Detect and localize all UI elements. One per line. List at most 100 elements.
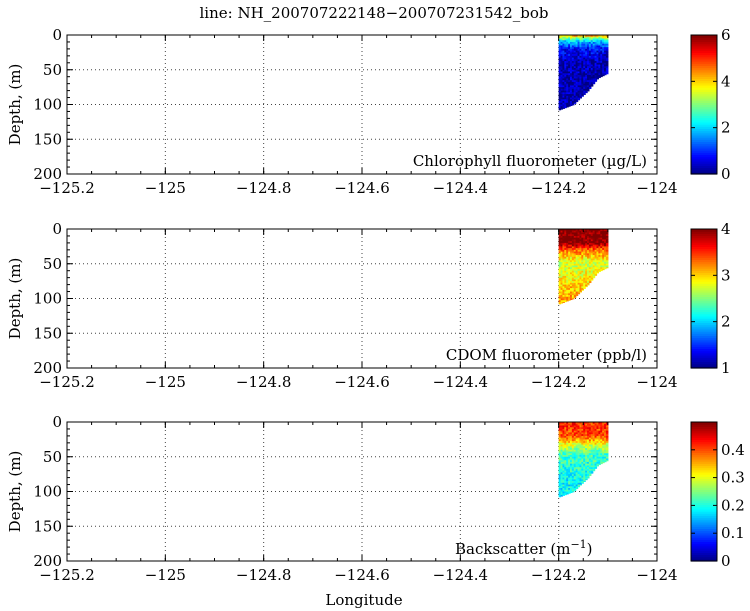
heatmap-cell <box>579 244 582 247</box>
heatmap-cell <box>604 68 607 71</box>
heatmap-cell <box>579 83 582 86</box>
heatmap-cell <box>558 456 562 460</box>
heatmap-cell <box>587 265 590 268</box>
colorbar-step <box>691 354 717 358</box>
colorbar-step <box>691 117 717 121</box>
heatmap-cell <box>564 263 567 267</box>
heatmap-cell <box>575 78 579 81</box>
heatmap-cell <box>566 73 569 76</box>
heatmap-cell <box>566 260 569 263</box>
heatmap-cell <box>568 484 571 487</box>
heatmap-cell <box>581 52 584 55</box>
heatmap-cell <box>575 461 579 465</box>
heatmap-cell <box>575 453 579 456</box>
heatmap-cell <box>581 76 584 80</box>
heatmap-cell <box>587 59 590 62</box>
heatmap-cell <box>579 95 582 99</box>
heatmap-cell <box>588 43 592 47</box>
heatmap-cell <box>583 69 586 73</box>
heatmap-cell <box>587 234 590 237</box>
heatmap-cell <box>598 61 601 64</box>
heatmap-cell <box>587 45 590 48</box>
heatmap-cell <box>594 235 598 239</box>
heatmap-cell <box>585 78 588 81</box>
heatmap-cell <box>571 267 575 270</box>
heatmap-cell <box>587 235 590 239</box>
heatmap-cell <box>588 260 592 263</box>
heatmap-cell <box>590 35 594 38</box>
heatmap-cell <box>587 85 590 88</box>
heatmap-cell <box>570 239 573 242</box>
heatmap-cell <box>583 237 586 241</box>
heatmap-cell <box>575 80 579 83</box>
heatmap-cell <box>600 35 603 38</box>
heatmap-cell <box>583 90 586 93</box>
heatmap-cell <box>581 468 584 472</box>
heatmap-cell <box>564 244 567 247</box>
heatmap-cell <box>594 244 598 247</box>
heatmap-cell <box>560 229 564 232</box>
heatmap-cell <box>579 237 582 241</box>
heatmap-cell <box>583 479 586 482</box>
heatmap-cell <box>579 71 582 74</box>
heatmap-cell <box>581 38 584 41</box>
heatmap-cell <box>562 249 565 253</box>
heatmap-cell <box>604 246 607 249</box>
heatmap-cell <box>570 291 573 294</box>
heatmap-cell <box>571 47 575 50</box>
heatmap-cell <box>562 61 565 64</box>
heatmap-cell <box>560 475 564 479</box>
heatmap-cell <box>588 451 592 454</box>
heatmap-cell <box>566 249 569 253</box>
heatmap-cell <box>570 460 573 463</box>
heatmap-cell <box>583 461 586 465</box>
heatmap-cell <box>596 448 599 451</box>
heatmap-cell <box>560 85 564 88</box>
heatmap-cell <box>566 66 569 69</box>
colorbar-step <box>691 274 717 278</box>
heatmap-cell <box>596 460 599 463</box>
heatmap-cell <box>592 244 596 247</box>
heatmap-cell <box>602 458 605 461</box>
heatmap-cell <box>564 101 567 104</box>
heatmap-cell <box>560 281 564 284</box>
heatmap-cell <box>590 268 594 272</box>
heatmap-cell <box>558 458 562 461</box>
heatmap-cell <box>558 48 562 52</box>
heatmap-cell <box>579 289 582 293</box>
heatmap-cell <box>570 463 573 467</box>
heatmap-cell <box>581 66 584 69</box>
heatmap-cell <box>596 43 599 47</box>
heatmap-cell <box>570 475 573 479</box>
heatmap-cell <box>604 435 607 439</box>
heatmap-cell <box>602 43 605 47</box>
heatmap-cell <box>558 460 562 463</box>
heatmap-cell <box>587 441 590 444</box>
heatmap-cell <box>598 268 601 272</box>
heatmap-cell <box>564 474 567 477</box>
heatmap-cell <box>570 36 573 40</box>
heatmap-cell <box>568 470 571 473</box>
heatmap-cell <box>568 90 571 93</box>
heatmap-cell <box>562 281 565 284</box>
heatmap-cell <box>562 482 565 486</box>
heatmap-cell <box>600 460 603 463</box>
heatmap-cell <box>598 48 601 52</box>
heatmap-cell <box>560 95 564 99</box>
colorbar-step <box>691 422 717 425</box>
heatmap-cell <box>598 45 601 48</box>
heatmap-cell <box>594 255 598 258</box>
heatmap-cell <box>566 85 569 88</box>
heatmap-cell <box>560 244 564 247</box>
heatmap-cell <box>587 68 590 71</box>
heatmap-cell <box>585 279 588 282</box>
heatmap-cell <box>573 102 577 104</box>
heatmap-cell <box>592 272 596 275</box>
heatmap-cell <box>594 442 598 446</box>
heatmap-cell <box>585 449 588 453</box>
heatmap-cell <box>562 246 565 249</box>
heatmap-cell <box>583 258 586 261</box>
heatmap-cell <box>581 253 584 256</box>
heatmap-cell <box>579 446 582 449</box>
heatmap-cell <box>575 442 579 446</box>
